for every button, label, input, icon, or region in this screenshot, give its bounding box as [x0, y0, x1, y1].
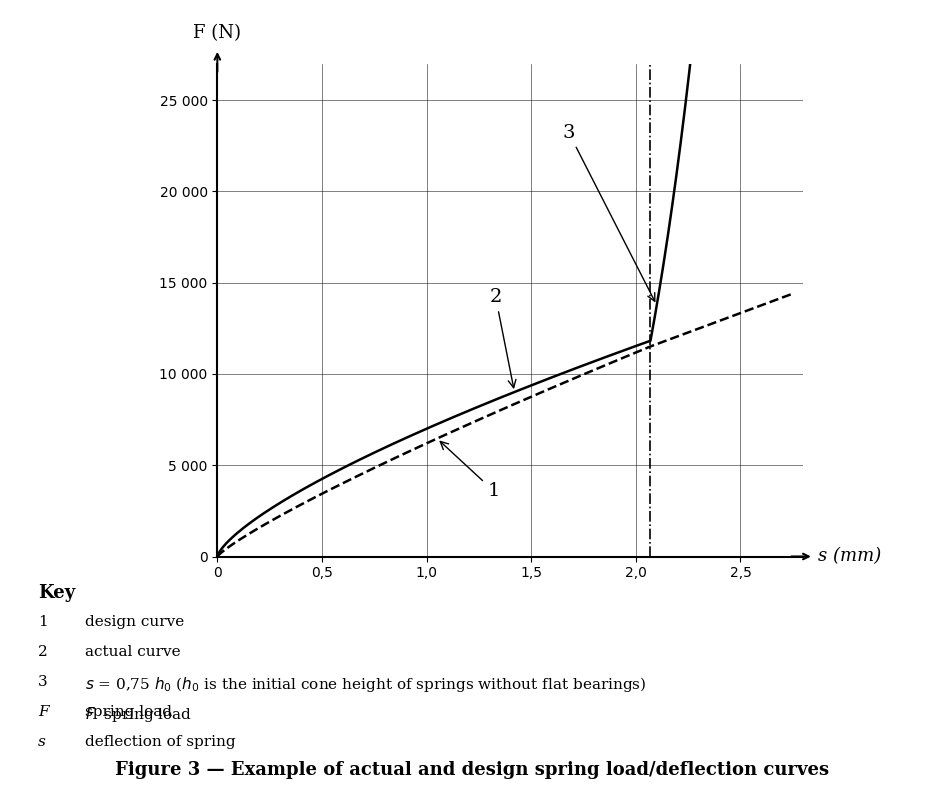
Text: $F$  spring load: $F$ spring load — [85, 705, 192, 724]
Text: actual curve: actual curve — [85, 645, 180, 659]
Text: 2: 2 — [38, 645, 47, 659]
Text: 2: 2 — [489, 289, 515, 388]
Text: Figure 3 — Example of actual and design spring load/deflection curves: Figure 3 — Example of actual and design … — [115, 761, 829, 779]
Text: Key: Key — [38, 584, 75, 603]
Text: 3: 3 — [562, 124, 654, 301]
Text: 1: 1 — [440, 441, 499, 500]
Text: F: F — [38, 705, 48, 719]
Text: deflection of spring: deflection of spring — [85, 735, 235, 750]
Text: F (N): F (N) — [194, 24, 241, 41]
Text: spring load: spring load — [85, 705, 172, 719]
Text: design curve: design curve — [85, 615, 184, 629]
Text: s (mm): s (mm) — [817, 548, 880, 565]
Text: 3: 3 — [38, 675, 47, 689]
Text: 1: 1 — [38, 615, 47, 629]
Text: $s$ = 0,75 $h_0$ ($h_0$ is the initial cone height of springs without flat beari: $s$ = 0,75 $h_0$ ($h_0$ is the initial c… — [85, 675, 646, 694]
Text: s: s — [38, 735, 45, 750]
